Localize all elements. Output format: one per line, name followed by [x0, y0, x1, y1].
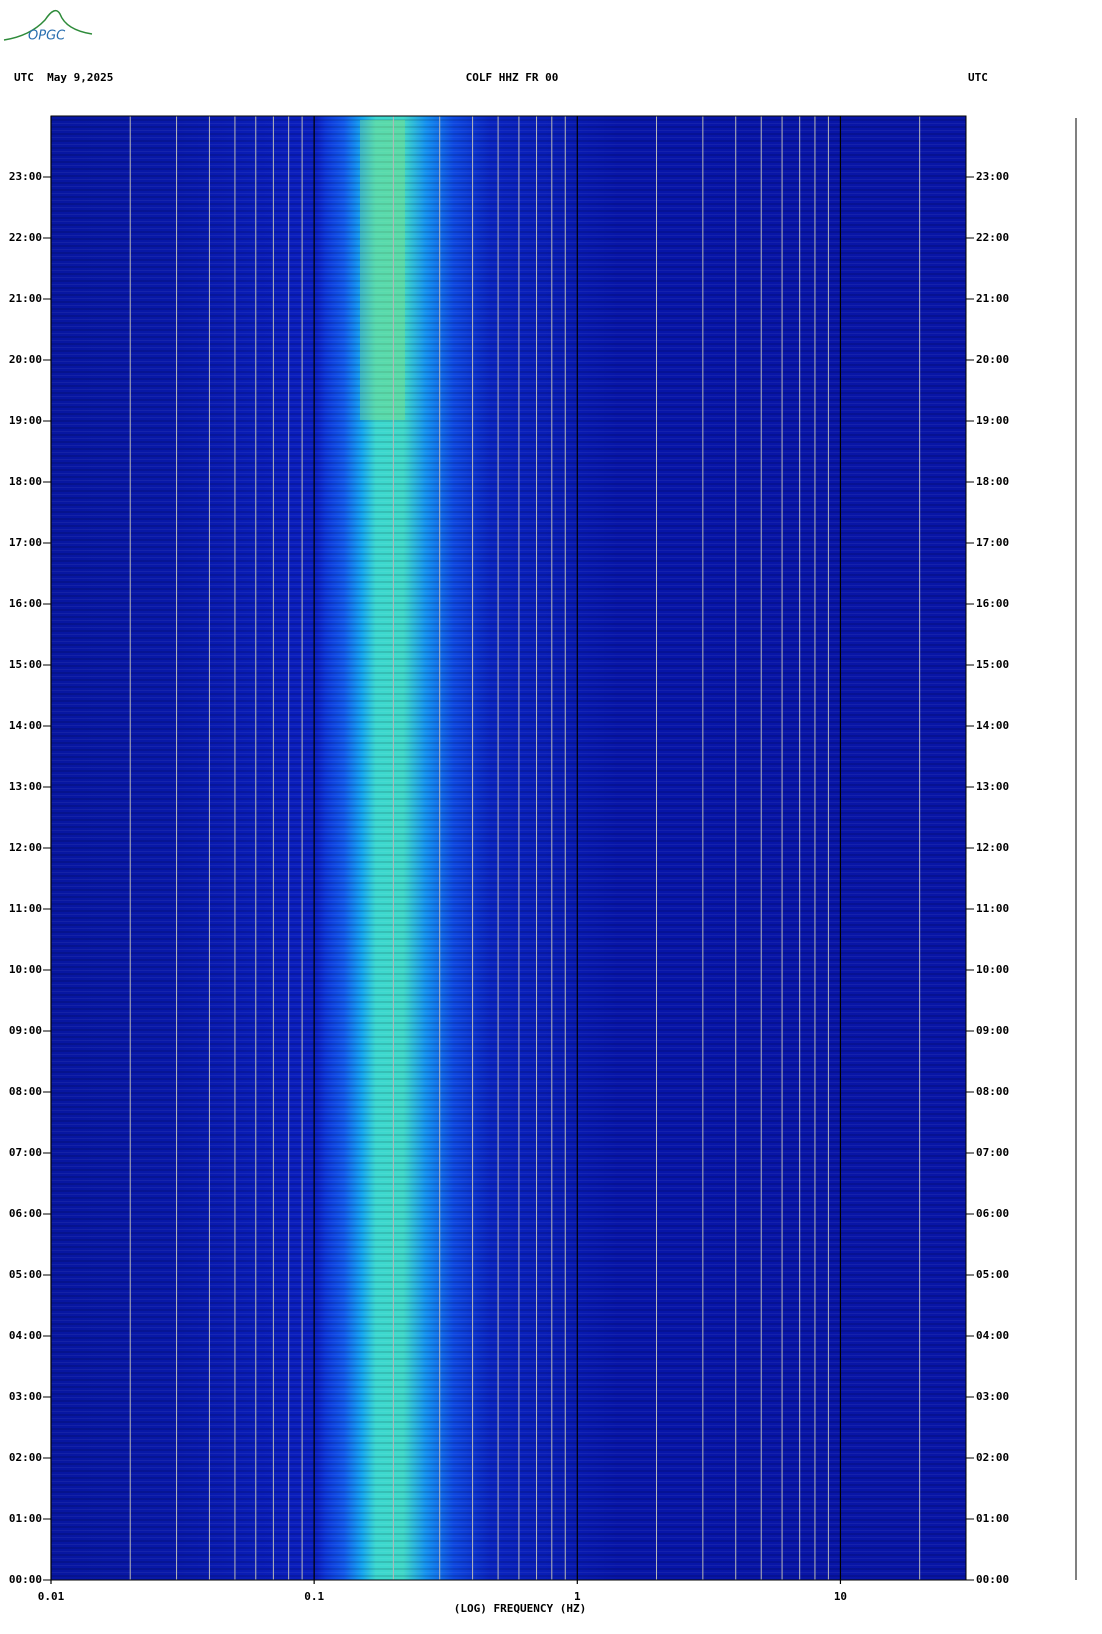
y-tick-label: 22:00 [9, 231, 42, 244]
y-tick-label: 05:00 [9, 1268, 42, 1281]
y-tick-label-right: 16:00 [976, 597, 1009, 610]
y-tick-label-right: 11:00 [976, 902, 1009, 915]
y-tick-label: 00:00 [9, 1573, 42, 1586]
y-tick-label-right: 12:00 [976, 841, 1009, 854]
chart-title: COLF HHZ FR 00 [466, 71, 559, 84]
y-tick-label-right: 22:00 [976, 231, 1009, 244]
y-tick-label: 09:00 [9, 1024, 42, 1037]
y-tick-label-right: 09:00 [976, 1024, 1009, 1037]
logo: OPGC [3, 9, 93, 44]
plot-frame [50, 115, 967, 1581]
y-tick-label: 15:00 [9, 658, 42, 671]
y-tick-label-right: 04:00 [976, 1329, 1009, 1342]
y-tick-label-right: 00:00 [976, 1573, 1009, 1586]
y-tick-label-right: 07:00 [976, 1146, 1009, 1159]
y-tick-label-right: 21:00 [976, 292, 1009, 305]
y-tick-label: 14:00 [9, 719, 42, 732]
x-tick-label: 0.1 [304, 1590, 324, 1603]
y-tick-label-right: 13:00 [976, 780, 1009, 793]
y-tick-label: 06:00 [9, 1207, 42, 1220]
x-tick-label: 0.01 [38, 1590, 65, 1603]
y-tick-label: 12:00 [9, 841, 42, 854]
spectrogram-texture [51, 116, 966, 1580]
y-tick-label-right: 02:00 [976, 1451, 1009, 1464]
y-tick-label: 17:00 [9, 536, 42, 549]
x-tick-label: 10 [834, 1590, 847, 1603]
y-tick-label: 01:00 [9, 1512, 42, 1525]
y-tick-label: 04:00 [9, 1329, 42, 1342]
y-tick-label-right: 18:00 [976, 475, 1009, 488]
y-tick-label-right: 23:00 [976, 170, 1009, 183]
logo-text: OPGC [28, 29, 66, 44]
y-tick-label-right: 10:00 [976, 963, 1009, 976]
y-tick-label-right: 14:00 [976, 719, 1009, 732]
y-tick-label-right: 05:00 [976, 1268, 1009, 1281]
y-tick-label: 18:00 [9, 475, 42, 488]
logo-curve [3, 9, 93, 41]
y-tick-label: 03:00 [9, 1390, 42, 1403]
x-axis-label: (LOG) FREQUENCY (HZ) [454, 1602, 586, 1615]
spectrogram-peak [360, 120, 405, 420]
y-tick-label: 23:00 [9, 170, 42, 183]
y-tick-label: 08:00 [9, 1085, 42, 1098]
y-tick-label-right: 03:00 [976, 1390, 1009, 1403]
x-tick-label: 1 [574, 1590, 581, 1603]
y-tick-label: 16:00 [9, 597, 42, 610]
y-tick-label: 02:00 [9, 1451, 42, 1464]
y-tick-label-right: 19:00 [976, 414, 1009, 427]
y-tick-label-right: 08:00 [976, 1085, 1009, 1098]
y-tick-label-right: 20:00 [976, 353, 1009, 366]
header-left: UTC May 9,2025 [14, 71, 113, 84]
y-tick-label: 20:00 [9, 353, 42, 366]
y-tick-label-right: 01:00 [976, 1512, 1009, 1525]
y-tick-label: 13:00 [9, 780, 42, 793]
y-tick-label-right: 17:00 [976, 536, 1009, 549]
y-tick-label-right: 06:00 [976, 1207, 1009, 1220]
y-tick-label: 07:00 [9, 1146, 42, 1159]
y-tick-label: 21:00 [9, 292, 42, 305]
y-tick-label: 11:00 [9, 902, 42, 915]
header-right: UTC [968, 71, 988, 84]
y-tick-label-right: 15:00 [976, 658, 1009, 671]
y-tick-label: 19:00 [9, 414, 42, 427]
y-tick-label: 10:00 [9, 963, 42, 976]
